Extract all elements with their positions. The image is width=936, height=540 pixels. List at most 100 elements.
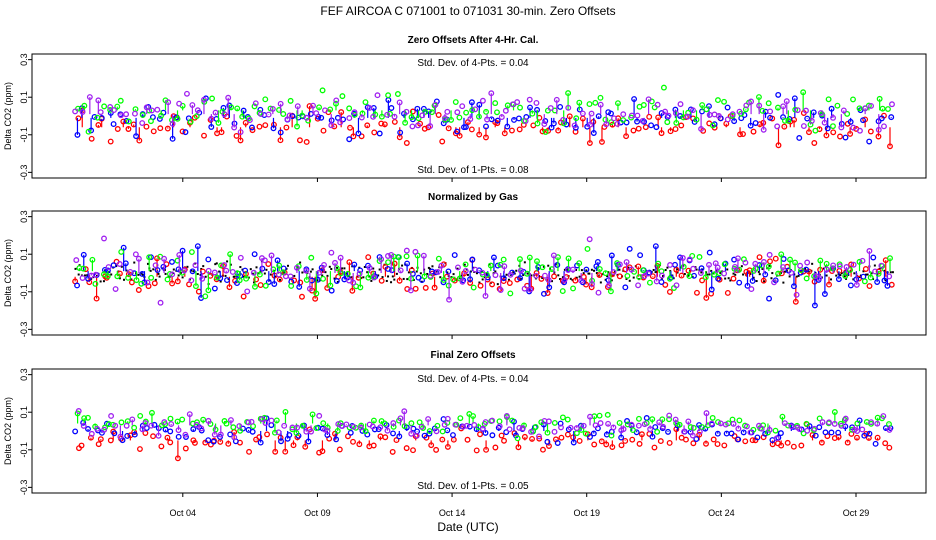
data-point-blue xyxy=(648,122,655,129)
data-point-purple xyxy=(205,267,212,274)
data-point-blue xyxy=(872,440,879,447)
data-point-purple xyxy=(666,412,673,419)
data-point-red xyxy=(145,283,152,290)
data-point-blue xyxy=(677,113,684,119)
data-point-black xyxy=(582,272,585,275)
data-point-purple xyxy=(567,424,574,431)
data-point-green xyxy=(362,99,369,106)
data-point-purple xyxy=(521,285,528,292)
data-point-green xyxy=(596,266,603,272)
data-point-black xyxy=(797,274,800,277)
data-point-green xyxy=(209,95,216,102)
data-point-black xyxy=(167,275,170,278)
y-tick-label: 0.1 xyxy=(19,248,29,261)
data-point-purple xyxy=(80,422,87,429)
data-point-black xyxy=(710,269,713,272)
data-point-black xyxy=(478,281,481,284)
data-point-red xyxy=(389,448,396,455)
data-point-green xyxy=(137,412,144,419)
data-point-green xyxy=(230,424,237,431)
data-point-black xyxy=(481,278,484,281)
data-point-purple xyxy=(788,423,795,430)
plot-frame xyxy=(31,210,927,336)
data-point-red xyxy=(678,122,685,129)
data-point-red xyxy=(264,431,271,438)
data-point-red xyxy=(433,446,440,453)
data-point-blue xyxy=(211,285,218,292)
data-point-blue xyxy=(752,120,759,126)
data-point-green xyxy=(223,420,230,427)
data-point-black xyxy=(301,271,304,274)
data-point-black xyxy=(575,268,578,271)
data-point-blue xyxy=(646,269,653,276)
data-point-purple xyxy=(182,431,189,438)
data-point-red xyxy=(283,124,290,131)
data-point-red xyxy=(150,433,157,440)
data-point-blue xyxy=(847,282,854,289)
data-point-red xyxy=(435,112,442,118)
figure-title: FEF AIRCOA C 071001 to 071031 30-min. Ze… xyxy=(320,4,615,18)
data-point-black xyxy=(483,276,486,279)
data-point-blue xyxy=(205,256,212,263)
data-point-black xyxy=(233,275,236,278)
data-point-red xyxy=(867,128,874,135)
data-point-green xyxy=(118,419,125,426)
data-point-blue xyxy=(286,432,293,438)
data-point-purple xyxy=(721,270,728,277)
data-point-red xyxy=(464,436,471,443)
data-point-black xyxy=(512,271,515,274)
data-point-purple xyxy=(265,111,272,118)
data-point-red xyxy=(296,137,303,144)
data-point-purple xyxy=(886,273,893,280)
data-point-purple xyxy=(645,270,652,277)
data-point-purple xyxy=(736,108,743,115)
data-point-red xyxy=(489,281,496,288)
data-point-purple xyxy=(419,112,426,119)
data-point-blue xyxy=(888,114,895,121)
data-point-black xyxy=(406,278,409,281)
data-point-purple xyxy=(88,430,95,437)
data-point-purple xyxy=(611,115,617,122)
data-point-purple xyxy=(579,110,586,117)
data-point-purple xyxy=(502,107,509,114)
data-point-red xyxy=(157,125,164,132)
data-point-green xyxy=(592,99,599,106)
x-axis-label: Date (UTC) xyxy=(437,520,498,534)
data-point-black xyxy=(149,269,152,272)
data-point-black xyxy=(366,271,369,274)
data-point-black xyxy=(439,276,442,279)
data-point-red xyxy=(477,431,483,438)
data-point-blue xyxy=(289,113,296,120)
data-point-green xyxy=(452,99,459,106)
data-point-black xyxy=(99,280,102,283)
data-point-red xyxy=(778,270,785,277)
data-point-red xyxy=(95,441,102,448)
data-point-purple xyxy=(496,423,503,430)
data-point-black xyxy=(507,278,510,281)
data-point-purple xyxy=(743,102,750,109)
data-point-purple xyxy=(541,272,548,279)
data-point-purple xyxy=(859,257,866,264)
data-point-blue xyxy=(624,418,630,424)
data-point-green xyxy=(608,119,615,126)
data-point-green xyxy=(167,415,174,422)
data-point-black xyxy=(372,267,375,270)
data-point-black xyxy=(840,272,843,275)
data-point-red xyxy=(143,123,150,130)
data-point-black xyxy=(782,281,785,284)
data-point-purple xyxy=(403,108,410,115)
data-point-blue xyxy=(583,266,590,273)
data-point-purple xyxy=(454,264,461,271)
data-point-green xyxy=(262,282,269,289)
data-point-blue xyxy=(111,430,118,437)
data-point-purple xyxy=(212,109,219,116)
data-point-green xyxy=(517,104,523,111)
data-point-red xyxy=(412,285,419,292)
data-point-black xyxy=(811,262,814,265)
data-point-red xyxy=(347,124,353,131)
data-point-blue xyxy=(816,424,823,431)
data-point-purple xyxy=(771,279,778,286)
data-point-black xyxy=(563,268,566,271)
data-point-black xyxy=(363,265,366,268)
data-point-blue xyxy=(804,115,811,122)
